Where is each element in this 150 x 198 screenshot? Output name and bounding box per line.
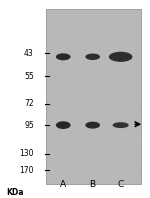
Text: 170: 170: [19, 166, 34, 175]
Text: 43: 43: [24, 49, 34, 58]
Ellipse shape: [56, 53, 71, 60]
Text: 55: 55: [24, 72, 34, 81]
Text: 95: 95: [24, 121, 34, 130]
Ellipse shape: [112, 122, 129, 128]
Text: 72: 72: [24, 99, 34, 108]
FancyBboxPatch shape: [46, 9, 141, 184]
Text: 130: 130: [19, 149, 34, 158]
Ellipse shape: [56, 121, 71, 129]
Text: KDa: KDa: [6, 188, 23, 197]
Text: B: B: [90, 180, 96, 189]
Ellipse shape: [85, 54, 100, 60]
Ellipse shape: [109, 52, 132, 62]
Text: C: C: [117, 180, 124, 189]
Ellipse shape: [85, 122, 100, 129]
Text: A: A: [60, 180, 66, 189]
